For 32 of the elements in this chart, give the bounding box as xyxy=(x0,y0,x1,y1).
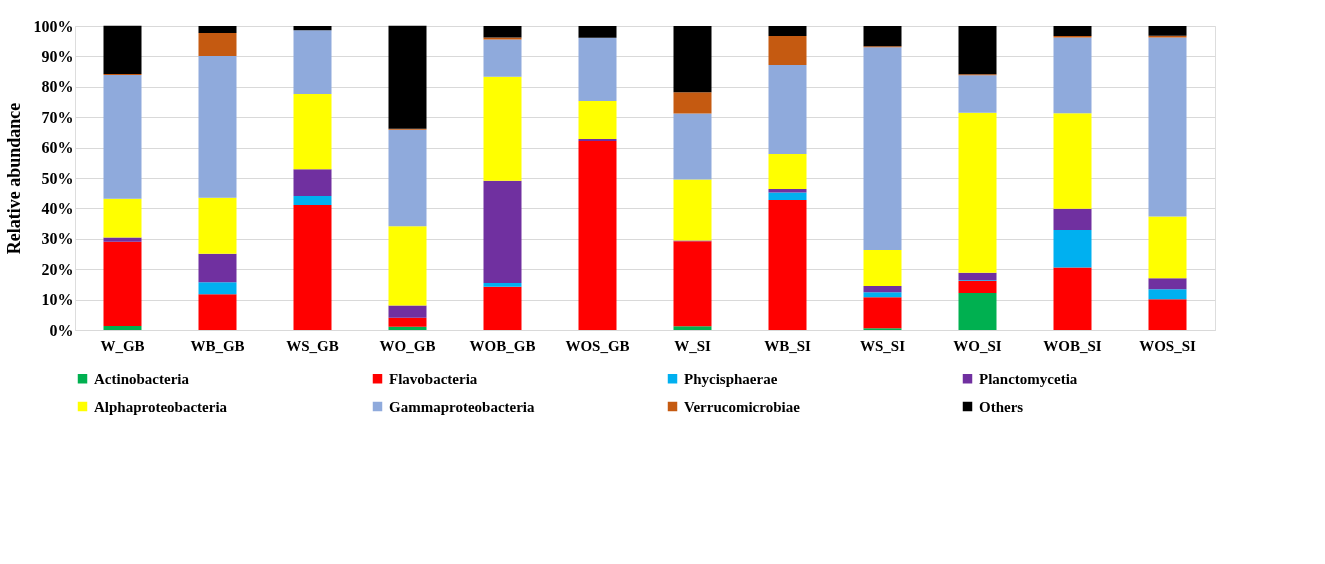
x-tick-label: WB_GB xyxy=(190,337,245,354)
y-tick-label: 60% xyxy=(41,139,74,157)
y-tick-label: 50% xyxy=(41,169,74,187)
x-tick-label: W_GB xyxy=(100,337,145,354)
y-tick-label: 80% xyxy=(41,78,74,96)
y-tick-label: 90% xyxy=(41,47,74,65)
y-tick-label: 30% xyxy=(41,230,74,248)
y-tick-label: 100% xyxy=(33,17,74,35)
x-tick-label: WOB_SI xyxy=(1043,337,1102,354)
x-tick-label: WS_SI xyxy=(859,337,906,354)
legend-label: Phycisphaerae xyxy=(684,370,778,387)
y-axis-title: Relative abundance xyxy=(3,102,24,255)
x-tick-label: WOS_GB xyxy=(565,337,630,354)
x-tick-label: W_SI xyxy=(674,337,711,354)
y-tick-label: 40% xyxy=(41,199,74,217)
legend-label: Actinobacteria xyxy=(94,370,190,387)
legend-label: Flavobacteria xyxy=(389,370,478,387)
x-tick-label: WOB_GB xyxy=(469,337,536,354)
legend-label: Planctomycetia xyxy=(979,370,1078,387)
y-tick-label: 0% xyxy=(49,321,74,339)
legend-label: Verrucomicrobiae xyxy=(684,398,801,415)
x-tick-label: WO_SI xyxy=(953,337,1002,354)
y-tick-label: 10% xyxy=(41,291,74,309)
legend-label: Alphaproteobacteria xyxy=(94,398,228,415)
y-tick-label: 70% xyxy=(41,108,74,126)
y-tick-label: 20% xyxy=(41,260,74,278)
x-tick-label: WOS_SI xyxy=(1139,337,1196,354)
legend-label: Gammaproteobacteria xyxy=(389,398,536,415)
x-tick-label: WS_GB xyxy=(286,337,339,354)
x-tick-label: WO_GB xyxy=(379,337,436,354)
legend-label: Others xyxy=(979,398,1024,415)
x-tick-label: WB_SI xyxy=(764,337,811,354)
